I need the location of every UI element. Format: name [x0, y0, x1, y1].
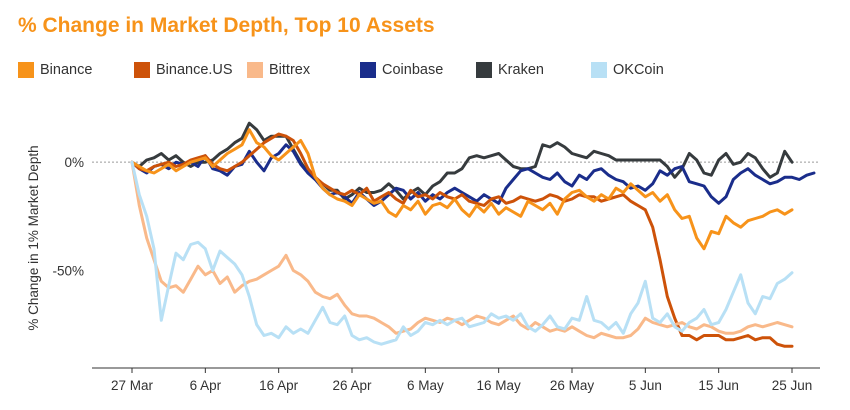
legend-swatch-binance — [18, 62, 34, 78]
legend-item-okcoin[interactable]: OKCoin — [591, 62, 664, 78]
legend-swatch-coinbase — [360, 62, 376, 78]
x-axis-ticks: 27 Mar 6 Apr 16 Apr 26 Apr 6 May 16 May 26 May… — [111, 368, 812, 393]
y-axis-label: % Change in 1% Market Depth — [26, 145, 41, 330]
legend-item-bittrex[interactable]: Bittrex — [247, 62, 310, 78]
legend-swatch-kraken — [476, 62, 492, 78]
x-tick-label: 25 Jun — [772, 378, 813, 393]
chart-title: % Change in Market Depth, Top 10 Assets — [18, 14, 435, 37]
series-lines — [130, 121, 816, 348]
legend-swatch-binance-us — [134, 62, 150, 78]
legend-item-coinbase[interactable]: Coinbase — [360, 62, 443, 78]
legend-item-kraken[interactable]: Kraken — [476, 62, 544, 78]
x-tick-label: 5 Jun — [629, 378, 662, 393]
series-line-bittrex[interactable] — [130, 160, 794, 340]
series-line-binance-us[interactable] — [130, 132, 794, 348]
legend-label-kraken: Kraken — [498, 62, 544, 78]
x-tick-label: 15 Jun — [698, 378, 739, 393]
series-line-okcoin[interactable] — [130, 160, 794, 346]
legend-label-binance-us: Binance.US — [156, 62, 233, 78]
x-tick-label: 6 May — [407, 378, 444, 393]
y-axis-ticks: 0% -50% — [52, 155, 84, 278]
legend-item-binance[interactable]: Binance — [18, 62, 92, 78]
x-tick-label: 6 Apr — [190, 378, 222, 393]
y-tick-label: 0% — [64, 155, 84, 170]
legend: Binance Binance.US Bittrex Coinbase Krak… — [18, 62, 838, 84]
y-tick-label: -50% — [52, 264, 84, 279]
legend-label-coinbase: Coinbase — [382, 62, 444, 78]
legend-label-binance: Binance — [40, 62, 93, 78]
x-tick-label: 27 Mar — [111, 378, 154, 393]
x-tick-label: 26 May — [550, 378, 595, 393]
legend-swatch-bittrex — [247, 62, 263, 78]
legend-label-okcoin: OKCoin — [613, 62, 664, 78]
series-line-kraken[interactable] — [130, 121, 794, 201]
x-tick-label: 16 May — [477, 378, 522, 393]
legend-item-binance-us[interactable]: Binance.US — [134, 62, 233, 78]
x-tick-label: 26 Apr — [332, 378, 372, 393]
series-line-binance[interactable] — [130, 128, 794, 251]
legend-swatch-okcoin — [591, 62, 607, 78]
legend-label-bittrex: Bittrex — [269, 62, 311, 78]
x-tick-label: 16 Apr — [259, 378, 299, 393]
